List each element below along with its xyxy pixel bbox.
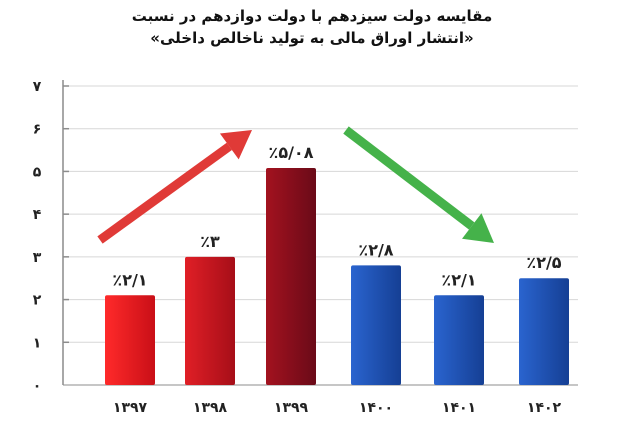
bars	[105, 168, 569, 385]
data-label-0: ٪۲/۱	[112, 270, 147, 289]
y-tick-label: ۰	[33, 378, 42, 394]
x-tick-label-3: ۱۴۰۰	[359, 400, 393, 416]
x-tick-label-4: ۱۴۰۱	[442, 400, 476, 416]
chart-title: مقایسه دولت سیزدهم با دولت دوازدهم در نس…	[131, 7, 493, 25]
y-tick-label: ۱	[33, 335, 42, 351]
data-label-5: ٪۲/۵	[526, 253, 561, 272]
bar-1	[185, 256, 235, 385]
x-axis-ticks: ۱۳۹۷ ۱۳۹۸ ۱۳۹۹ ۱۴۰۰ ۱۴۰۱ ۱۴۰۲	[113, 400, 562, 416]
x-tick-label-5: ۱۴۰۲	[527, 400, 562, 416]
arrow-up-icon-shaft	[97, 142, 232, 244]
arrow-down-icon	[343, 126, 494, 243]
bar-5	[519, 278, 569, 385]
bar-4	[434, 295, 484, 385]
bar-3	[351, 265, 401, 385]
arrow-up-icon	[97, 130, 252, 244]
arrow-down-icon-head	[462, 213, 494, 243]
arrow-up-icon-head	[219, 130, 252, 160]
data-labels: ٪۲/۱ ٪۳ ٪۵/۰۸ ٪۲/۸ ٪۲/۱ ٪۲/۵	[112, 143, 561, 289]
bar-2	[266, 168, 316, 385]
data-label-3: ٪۲/۸	[358, 240, 393, 259]
data-label-1: ٪۳	[200, 232, 220, 251]
x-tick-label-0: ۱۳۹۷	[113, 400, 148, 416]
y-tick-label: ۳	[33, 250, 42, 266]
arrow-down-icon-shaft	[343, 126, 475, 230]
data-label-4: ٪۲/۱	[441, 270, 476, 289]
data-label-2: ٪۵/۰۸	[269, 143, 314, 162]
y-tick-label: ۲	[33, 293, 42, 309]
y-tick-label: ۵	[33, 164, 42, 180]
x-tick-label-1: ۱۳۹۸	[193, 400, 228, 416]
y-tick-label: ۷	[33, 79, 42, 95]
chart-subtitle: «انتشار اوراق مالی به تولید ناخالص داخلی…	[150, 29, 474, 47]
y-tick-label: ۴	[33, 207, 42, 223]
y-tick-label: ۶	[33, 122, 42, 138]
x-tick-label-2: ۱۳۹۹	[274, 400, 309, 416]
bar-0	[105, 295, 155, 385]
y-axis-ticks: ۰ ۱ ۲ ۳ ۴ ۵ ۶ ۷	[33, 79, 42, 394]
trend-arrows	[97, 126, 494, 244]
